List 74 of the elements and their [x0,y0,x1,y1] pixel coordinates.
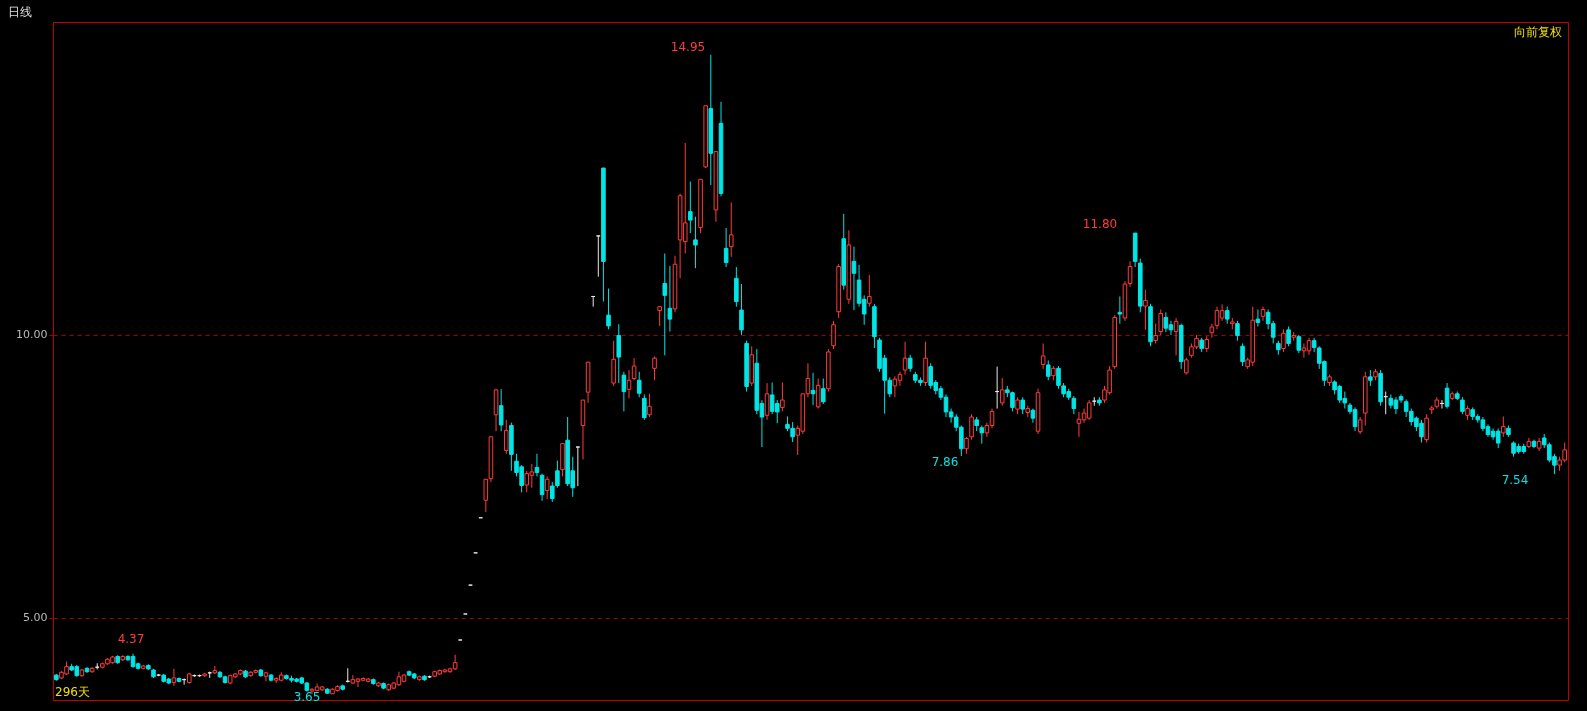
candlestick [498,388,504,432]
candlestick [1219,303,1225,322]
candlestick [1235,320,1240,342]
candlestick [693,216,698,269]
candlestick [1444,382,1450,410]
candlestick [867,274,872,308]
candlestick [544,475,550,500]
candlestick [682,142,688,254]
candlestick [764,382,770,421]
candlestick [1296,334,1302,354]
candlestick [1158,309,1164,336]
candlestick [723,227,729,268]
candlestick [820,378,826,405]
candlestick [642,393,647,421]
candlestick [606,288,611,330]
candlestick [575,446,581,487]
annotation: 4.37 [117,632,145,646]
candlestick [815,378,821,410]
candlestick [1209,323,1215,339]
candlestick [1143,289,1148,331]
candlestick [734,266,739,308]
candlestick [1501,415,1506,438]
candlestick [1240,342,1245,367]
candlestick [483,478,489,513]
text: 日线 [8,5,32,19]
candlestick [739,283,744,336]
candlestick [688,181,693,234]
candlestick [1071,395,1077,415]
candlestick [851,246,857,311]
candlestick [452,654,458,671]
annotation: 11.80 [1082,217,1118,231]
y-tick-label: 5.00 [23,611,48,625]
annotation: 296天 [55,685,90,699]
candlestick [902,341,908,376]
candlestick [999,377,1005,407]
candlestick [1076,411,1082,438]
candlestick [1086,399,1092,421]
candlestick [611,340,616,387]
candlestick [662,252,668,356]
candlestick [1424,413,1429,443]
candlestick [969,413,974,441]
candlestick [657,306,662,327]
candlestick [979,425,985,445]
candlestick [1163,311,1169,333]
candlestick [652,355,657,381]
candlestick [667,265,673,333]
candlestick [1045,359,1051,381]
candlestick [631,357,637,381]
candlestick [780,382,785,412]
candlestick [831,320,836,350]
candlestick [1301,342,1307,359]
candlestick [621,371,627,412]
candlestick [1153,323,1158,344]
candlestick [524,470,530,493]
candlestick [1255,309,1261,327]
candlestick [539,473,545,502]
candlestick [892,375,898,398]
candlestick [1117,295,1123,325]
annotation: 7.54 [1501,473,1529,487]
candlestick [1173,317,1179,356]
candlestick [171,668,177,687]
annotation: 向前复权 [1514,25,1562,39]
candlestick [636,371,642,398]
candlestick [647,393,652,418]
candlestick [1040,342,1046,370]
y-tick-label: 10.00 [16,328,48,342]
candlestick [503,419,509,455]
annotation: 7.86 [931,455,959,469]
candlestick [1286,325,1291,347]
candlestick [616,323,622,384]
candlestick [1495,427,1501,449]
candlestick [728,202,734,258]
candlestick [1281,328,1286,353]
annotation: 14.95 [670,40,706,54]
